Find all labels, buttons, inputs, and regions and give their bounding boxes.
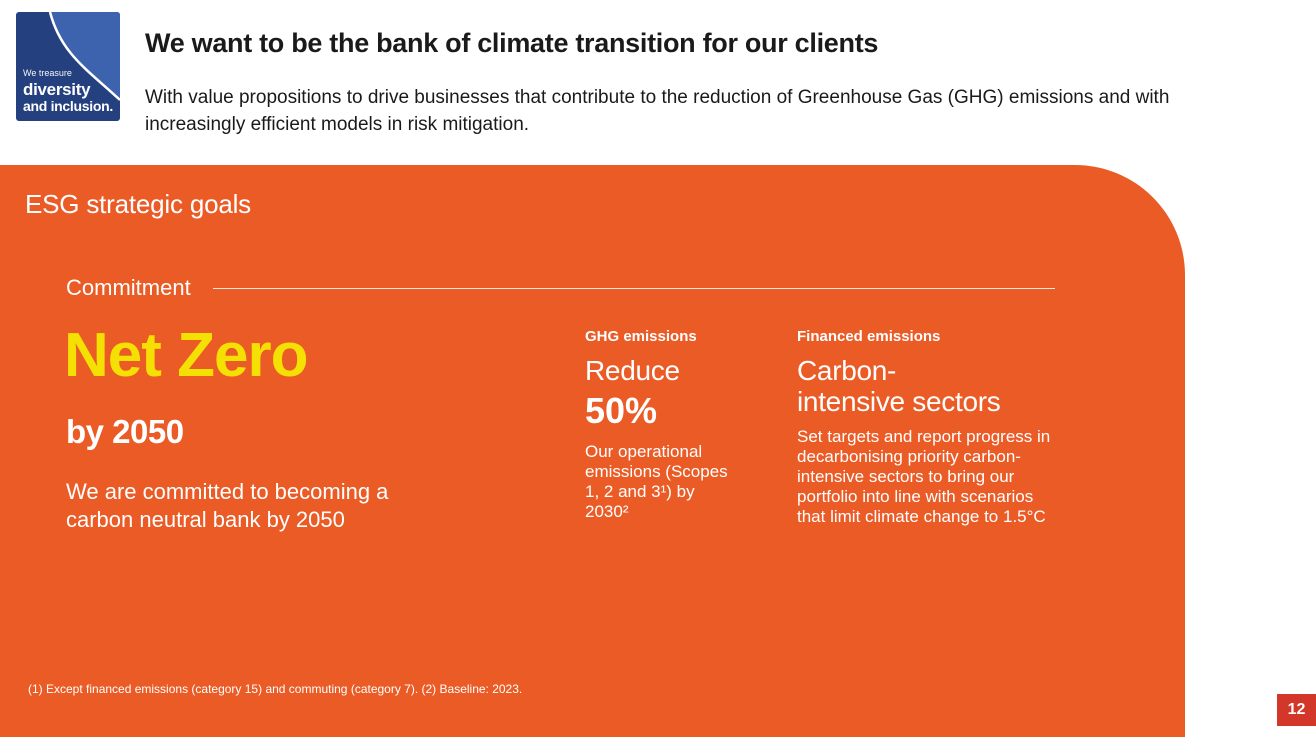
financed-column-body: Set targets and report progress in decar… [797,426,1051,526]
header: We want to be the bank of climate transi… [145,28,1235,139]
by-2050-subheadline: by 2050 [66,413,184,450]
slide-title: We want to be the bank of climate transi… [145,28,879,58]
slide-subtitle: With value propositions to drive busines… [145,87,1170,135]
page-number-badge: 12 [1277,694,1316,726]
ghg-column-title: Reduce [585,355,680,386]
logo-tagline-inclusion: and inclusion. [23,98,113,115]
logo-text: We treasure diversity and inclusion. [23,68,113,115]
logo-tagline-diversity: diversity [23,80,91,100]
financed-emissions-column: Financed emissions Carbon- intensive sec… [797,328,1059,527]
commitment-description: We are committed to becoming a carbon ne… [66,479,389,532]
financed-column-label: Financed emissions [797,328,941,345]
financed-column-title: Carbon- intensive sectors [797,355,1001,417]
logo-swoosh-icon [48,12,120,101]
ghg-column-label: GHG emissions [585,328,697,345]
ghg-column-body: Our operational emissions (Scopes 1, 2 a… [585,441,728,521]
diversity-logo: We treasure diversity and inclusion. [16,12,120,121]
panel-heading: ESG strategic goals [25,189,251,219]
logo-tagline-we-treasure: We treasure [23,68,72,79]
ghg-emissions-column: GHG emissions Reduce 50% Our operational… [585,328,750,522]
commitment-label: Commitment [66,275,191,300]
net-zero-headline: Net Zero [64,321,308,390]
commitment-row: Commitment [66,275,1055,301]
footnote: (1) Except financed emissions (category … [28,682,523,696]
esg-panel: ESG strategic goals Commitment Net Zero … [0,165,1185,737]
commitment-rule [212,287,1055,289]
ghg-column-highlight: 50% [585,389,658,431]
